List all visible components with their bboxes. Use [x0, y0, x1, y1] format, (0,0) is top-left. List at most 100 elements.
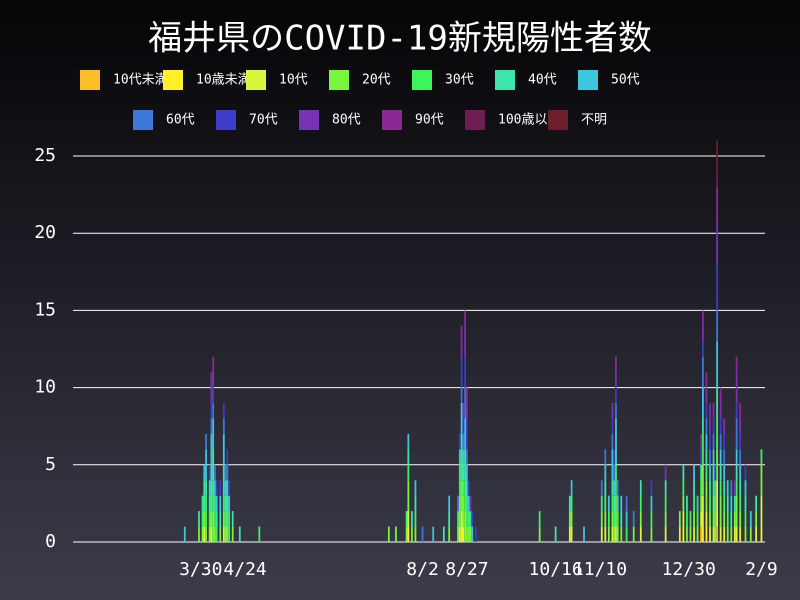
bar-segment: [464, 356, 467, 388]
bar-segment: [613, 449, 616, 465]
bar-segment: [735, 464, 738, 481]
bar-segment: [219, 495, 222, 512]
bar-segment: [214, 464, 216, 481]
bar-segment: [466, 464, 468, 481]
bar-segment: [460, 356, 463, 388]
bar-segment: [460, 387, 463, 404]
bar-segment: [460, 480, 463, 512]
bar-segment: [615, 356, 617, 373]
bar-segment: [570, 480, 573, 496]
bar-segment: [469, 511, 472, 527]
bar-segment: [448, 495, 451, 512]
legend-label: 80代: [332, 113, 361, 128]
bar-segment: [224, 495, 227, 512]
bar-segment: [208, 526, 211, 542]
x-tick-label: 3/30: [179, 559, 222, 580]
bar-segment: [203, 495, 206, 512]
bar-segment: [203, 511, 206, 527]
bar-segment: [615, 372, 617, 388]
grid: [73, 155, 765, 543]
bar-segment: [712, 418, 715, 434]
bar-segment: [222, 495, 225, 512]
bar-segment: [462, 464, 465, 481]
bar-segment: [611, 526, 614, 542]
bar-segment: [448, 511, 451, 527]
bar-segment: [709, 511, 711, 527]
bar-segment: [212, 418, 215, 450]
bar-segment: [222, 433, 225, 465]
bar-segment: [620, 526, 623, 542]
bar-segment: [723, 464, 726, 481]
bar-segment: [615, 449, 617, 465]
bar-segment: [730, 480, 733, 496]
bar-segment: [214, 511, 216, 527]
bar-segment: [466, 403, 468, 419]
bar-segment: [208, 495, 211, 512]
bar-segment: [739, 526, 742, 542]
bar-segment: [733, 526, 736, 542]
bar-segment: [421, 526, 424, 542]
y-tick-label: 5: [45, 454, 56, 475]
bar-segment: [215, 511, 218, 527]
bar-segment: [467, 480, 470, 496]
bar-segment: [739, 418, 742, 434]
bar-segment: [709, 403, 711, 419]
bar-segment: [702, 418, 704, 434]
bar-segment: [214, 480, 216, 496]
bar-segment: [210, 511, 213, 527]
legend-swatch: [80, 70, 100, 90]
bar-segment: [632, 511, 635, 527]
bar-segment: [407, 464, 410, 481]
bar-segment: [219, 526, 222, 542]
bar-segment: [228, 511, 231, 527]
bar-segment: [716, 449, 718, 481]
bar-segment: [464, 449, 467, 481]
bar-segment: [705, 480, 708, 512]
bar-segment: [726, 511, 729, 527]
bar-segment: [625, 511, 628, 527]
bar-segment: [716, 341, 718, 388]
bar-segment: [395, 526, 397, 542]
bar-segment: [739, 403, 742, 419]
bar-segment: [615, 495, 617, 527]
bar-segment: [716, 217, 718, 265]
bar-segment: [600, 511, 603, 527]
bar-segment: [228, 495, 231, 512]
bar-segment: [464, 418, 467, 450]
bar-segment: [258, 526, 261, 542]
bar-segment: [755, 526, 758, 542]
bar-segment: [733, 480, 736, 496]
bar-segment: [568, 511, 571, 527]
bar-segment: [224, 480, 227, 496]
legend-label: 60代: [166, 113, 195, 128]
bar-segment: [714, 526, 717, 542]
bar-segment: [735, 356, 738, 373]
bar-segment: [639, 511, 642, 527]
bar-segment: [432, 526, 435, 542]
bar-segment: [723, 433, 726, 450]
bar-segment: [604, 495, 607, 512]
bar-segment: [650, 495, 653, 512]
bar-segment: [702, 464, 704, 496]
legend-swatch: [495, 70, 515, 90]
bar-segment: [611, 495, 614, 512]
bar-segment: [716, 310, 718, 342]
bar-segment: [212, 372, 215, 388]
bar-segment: [726, 495, 729, 512]
bar-segment: [664, 464, 667, 481]
bar-segment: [686, 495, 688, 512]
bar-segment: [730, 495, 733, 512]
legend-swatch: [246, 70, 266, 90]
bar-segment: [760, 464, 763, 496]
bar-segment: [716, 387, 718, 419]
bar-segment: [611, 403, 614, 419]
x-tick-label: 8/2: [406, 559, 439, 580]
bar-segment: [407, 433, 410, 450]
bar-segment: [716, 418, 718, 450]
bar-segment: [464, 325, 467, 357]
y-tick-label: 15: [34, 299, 56, 320]
bar-segment: [460, 449, 463, 481]
bar-segment: [739, 464, 742, 481]
bar-segment: [462, 480, 465, 496]
